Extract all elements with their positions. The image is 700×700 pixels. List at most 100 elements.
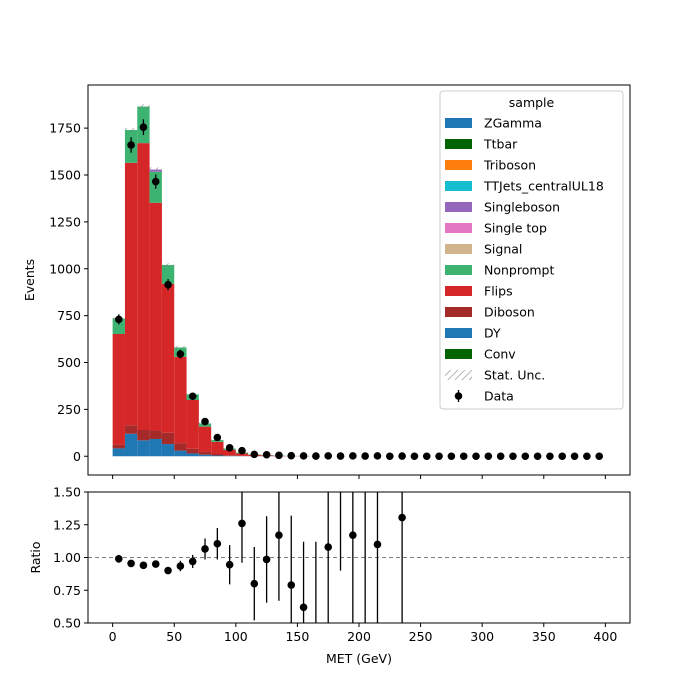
data-point bbox=[275, 451, 283, 460]
ratio-point bbox=[275, 531, 283, 540]
legend-swatch bbox=[445, 181, 472, 191]
y-tick-label: 250 bbox=[57, 402, 81, 417]
legend-entry: Triboson bbox=[445, 158, 536, 173]
data-point bbox=[533, 452, 542, 461]
x-tick-label: 350 bbox=[532, 629, 556, 644]
data-point bbox=[238, 446, 246, 455]
x-tick-label: 150 bbox=[285, 629, 309, 644]
stack-bar bbox=[211, 441, 224, 454]
ratio-y-tick-label: 1.50 bbox=[53, 485, 81, 500]
legend-label: Flips bbox=[484, 284, 513, 299]
data-point bbox=[435, 452, 443, 461]
y-tick-label: 1250 bbox=[49, 214, 81, 229]
data-point bbox=[225, 444, 234, 452]
ratio-point bbox=[250, 579, 259, 588]
stack-bar bbox=[112, 334, 125, 445]
x-tick-label: 0 bbox=[109, 629, 117, 644]
x-tick-label: 400 bbox=[593, 629, 617, 644]
main-panel: 0 250 500 750 1000 1250 1500 1750 Events bbox=[22, 84, 631, 479]
data-point bbox=[176, 350, 185, 358]
ratio-point bbox=[238, 519, 246, 528]
stack-bar bbox=[161, 444, 175, 457]
ratio-y-tick-label: 1.00 bbox=[53, 550, 81, 565]
legend-entry: Single top bbox=[445, 221, 547, 236]
stack-bar bbox=[235, 453, 249, 456]
legend-label: Single top bbox=[484, 221, 547, 236]
data-point bbox=[312, 452, 320, 460]
data-point bbox=[299, 452, 308, 460]
data-point bbox=[114, 315, 123, 324]
data-point bbox=[385, 452, 394, 461]
stack-bar bbox=[174, 450, 187, 457]
x-tick-label: 50 bbox=[166, 629, 182, 644]
legend-label: ZGamma bbox=[484, 116, 542, 131]
stack-diboson bbox=[112, 425, 273, 457]
x-tick-label: 200 bbox=[347, 629, 371, 644]
legend-swatch bbox=[445, 202, 472, 212]
stack-bar bbox=[186, 453, 199, 457]
legend-swatch bbox=[445, 223, 472, 233]
legend-marker bbox=[454, 392, 463, 400]
data-point bbox=[398, 452, 406, 460]
legend-swatch bbox=[445, 118, 472, 128]
y-tick-label: 1000 bbox=[49, 261, 81, 276]
legend-label: Singleboson bbox=[484, 200, 560, 215]
data-point bbox=[496, 452, 505, 461]
data-point bbox=[164, 280, 172, 289]
legend-swatch-hatch bbox=[445, 370, 472, 380]
data-point bbox=[139, 123, 148, 131]
ratio-y-tick-label: 1.25 bbox=[53, 517, 81, 532]
ratio-point bbox=[398, 513, 406, 522]
legend-entry: Conv bbox=[445, 347, 516, 362]
legend-swatch bbox=[445, 139, 472, 149]
x-tick-label: 250 bbox=[409, 629, 433, 644]
stack-bar bbox=[198, 426, 212, 452]
legend-label: Signal bbox=[484, 242, 522, 257]
data-point bbox=[484, 452, 493, 461]
data-point bbox=[472, 452, 480, 461]
legend-swatch bbox=[445, 160, 472, 170]
legend-entry: ZGamma bbox=[445, 116, 542, 131]
legend-entry: Singleboson bbox=[445, 200, 560, 215]
legend-label: TTJets_centralUL18 bbox=[483, 179, 604, 194]
legend-swatch bbox=[445, 244, 472, 254]
y-tick-label: 1500 bbox=[49, 168, 81, 183]
stack-bar bbox=[149, 202, 162, 431]
data-point bbox=[361, 452, 369, 460]
ratio-y-axis-label: Ratio bbox=[28, 541, 43, 573]
legend-swatch bbox=[445, 286, 472, 296]
stack-bar bbox=[137, 430, 150, 441]
legend-title: sample bbox=[509, 95, 555, 110]
stack-bar bbox=[186, 400, 199, 449]
stack-bar bbox=[161, 265, 175, 284]
ratio-point bbox=[349, 531, 357, 540]
data-point bbox=[459, 452, 468, 461]
stat-unc-hatch bbox=[137, 104, 150, 109]
data-point bbox=[373, 452, 382, 460]
legend-swatch bbox=[445, 307, 472, 317]
ratio-point bbox=[225, 560, 234, 569]
ratio-point bbox=[151, 560, 160, 568]
data-point bbox=[570, 452, 579, 461]
y-tick-label: 750 bbox=[57, 308, 81, 323]
legend-label: Nonprompt bbox=[484, 263, 554, 278]
data-point bbox=[287, 451, 296, 460]
stack-bar bbox=[211, 454, 224, 456]
stack-bar bbox=[112, 444, 125, 449]
data-point bbox=[188, 392, 197, 401]
ratio-point bbox=[299, 603, 308, 612]
stack-bar bbox=[223, 449, 236, 456]
stat-unc-hatch bbox=[149, 167, 162, 172]
stack-bar bbox=[211, 455, 224, 457]
legend-entry: Signal bbox=[445, 242, 522, 257]
legend-label: Stat. Unc. bbox=[484, 368, 545, 383]
legend-entry: Flips bbox=[445, 284, 513, 299]
ratio-y-tick-label: 0.75 bbox=[53, 583, 81, 598]
ratio-point bbox=[287, 581, 296, 589]
stack-bar bbox=[161, 432, 175, 445]
ratio-y-tick-label: 0.50 bbox=[53, 616, 81, 631]
ratio-point bbox=[213, 539, 222, 548]
stack-bar bbox=[223, 455, 236, 456]
data-point bbox=[349, 452, 357, 460]
data-point bbox=[447, 452, 456, 461]
